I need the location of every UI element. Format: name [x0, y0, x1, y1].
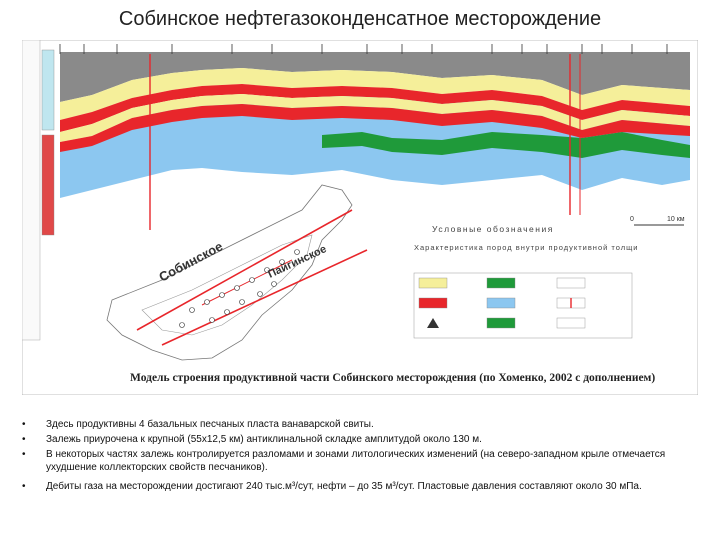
stratigraphy-strip-lower — [41, 134, 55, 236]
legend-swatch-water — [486, 297, 516, 309]
gas-layer-2 — [60, 94, 690, 142]
cross-section-diagram: Собинское Пайгинское 0 10 км Условные об… — [22, 40, 698, 395]
bullet-item: • Залежь приурочена к крупной (55x12,5 км… — [22, 433, 702, 446]
depth-axis — [22, 40, 41, 341]
bullet-item: • Здесь продуктивны 4 базальных песчаных … — [22, 418, 702, 431]
clay-layer-1 — [60, 84, 690, 132]
bullet-text: Залежь приурочена к крупной (55x12,5 км)… — [46, 434, 482, 445]
clay-layer-2 — [60, 104, 690, 152]
legend-swatch-well-symbol — [427, 318, 439, 328]
legend-title: Условные обозначения — [432, 224, 554, 234]
bullet-text: В некоторых частях залежь контролируется… — [46, 449, 666, 473]
map-fault-1 — [136, 209, 353, 331]
bullet-marker: • — [22, 481, 26, 492]
slide-title: Собинское нефтегазоконденсатное месторож… — [118, 8, 602, 30]
legend-box — [413, 272, 633, 339]
field-outline-map — [106, 184, 353, 361]
map-fault-2 — [161, 249, 368, 346]
legend-swatch-oil-2 — [486, 317, 516, 329]
figure-caption: Модель строения продуктивной части Собин… — [130, 372, 656, 384]
bullet-marker: • — [22, 434, 26, 445]
bullet-text: Здесь продуктивны 4 базальных песчаных п… — [46, 419, 374, 430]
bullet-marker: • — [22, 419, 26, 430]
bullet-list: • Здесь продуктивны 4 базальных песчаных … — [22, 418, 702, 495]
map-wells — [179, 249, 300, 328]
bullet-marker: • — [22, 449, 26, 460]
bullet-text: Дебиты газа на месторождении достигают 2… — [46, 481, 642, 492]
caprock-band — [60, 52, 690, 102]
legend-swatch-well — [556, 277, 586, 289]
oil-layer — [322, 132, 690, 158]
legend-swatch-oil — [486, 277, 516, 289]
map-fault-3 — [201, 259, 293, 306]
geologic-figure: Собинское Пайгинское 0 10 км Условные об… — [22, 40, 698, 395]
legend-subtitle: Характеристика пород внутри продуктивной… — [414, 243, 638, 252]
legend-swatch-gas — [418, 277, 448, 289]
gas-layer-1 — [60, 68, 690, 120]
well-markers — [59, 44, 668, 54]
scale-end-label: 10 км — [667, 216, 685, 223]
scale-start-label: 0 — [630, 216, 634, 223]
stratigraphy-strip-upper — [41, 49, 55, 131]
legend-swatch-other — [556, 317, 586, 329]
bullet-item: • В некоторых частях залежь контролируетс… — [22, 448, 702, 474]
bullet-item: • Дебиты газа на месторождении достигают … — [22, 480, 702, 493]
legend-swatch-clay — [418, 297, 448, 309]
